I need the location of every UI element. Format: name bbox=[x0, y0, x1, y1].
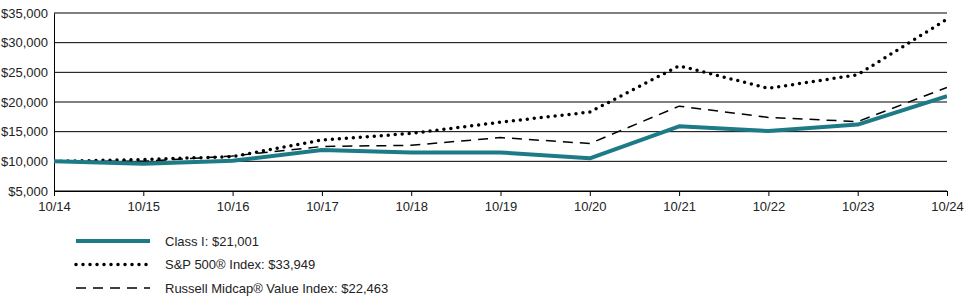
y-axis-line bbox=[54, 14, 55, 192]
x-tick: 10/24 bbox=[931, 191, 964, 214]
x-tick: 10/16 bbox=[217, 191, 250, 214]
y-tick-label: $15,000 bbox=[1, 124, 48, 139]
y-tick: $35,000 bbox=[1, 6, 54, 21]
y-tick: $10,000 bbox=[1, 154, 54, 169]
y-tick: $20,000 bbox=[1, 95, 54, 110]
y-tick: $25,000 bbox=[1, 65, 54, 80]
x-tick-label: 10/15 bbox=[128, 199, 161, 214]
x-tick: 10/18 bbox=[395, 191, 428, 214]
y-tick-label: $20,000 bbox=[1, 95, 48, 110]
x-tick-label: 10/19 bbox=[485, 199, 518, 214]
legend-swatch bbox=[76, 239, 150, 243]
x-tick-mark bbox=[54, 191, 55, 196]
chart: $5,000 $10,000 $15,000 $20,000 $25,000 $30,00… bbox=[0, 0, 975, 304]
x-tick-label: 10/20 bbox=[574, 199, 607, 214]
x-tick-mark bbox=[858, 191, 859, 196]
lines bbox=[54, 19, 947, 163]
x-tick-label: 10/17 bbox=[306, 199, 339, 214]
legend: Class I: $21,001 S&P 500® Index: $33,949 R… bbox=[76, 234, 388, 296]
x-tick: 10/23 bbox=[842, 191, 875, 214]
y-axis: $5,000 $10,000 $15,000 $20,000 $25,000 $30,00… bbox=[1, 6, 55, 199]
y-tick-label: $35,000 bbox=[1, 6, 48, 21]
x-tick-mark bbox=[501, 191, 502, 196]
x-tick-label: 10/22 bbox=[753, 199, 786, 214]
x-tick-mark bbox=[143, 191, 144, 196]
legend-label: S&P 500® Index: $33,949 bbox=[165, 257, 315, 272]
grid-line bbox=[54, 131, 947, 132]
x-tick: 10/15 bbox=[128, 191, 161, 214]
x-tick-label: 10/18 bbox=[395, 199, 428, 214]
series-line bbox=[54, 19, 947, 161]
legend-swatch bbox=[76, 263, 150, 267]
x-tick-mark bbox=[322, 191, 323, 196]
x-axis: 10/14 10/15 10/16 10/17 10/18 10/19 10/20 10/21… bbox=[38, 191, 964, 214]
x-tick-mark bbox=[590, 191, 591, 196]
grid-line bbox=[54, 13, 947, 14]
y-tick-label: $10,000 bbox=[1, 154, 48, 169]
legend-label: Russell Midcap® Value Index: $22,463 bbox=[165, 281, 388, 296]
x-tick-label: 10/21 bbox=[663, 199, 696, 214]
grid-line bbox=[54, 72, 947, 73]
series-line bbox=[54, 96, 947, 164]
grid-line bbox=[54, 102, 947, 103]
y-tick: $30,000 bbox=[1, 35, 54, 50]
x-tick-mark bbox=[411, 191, 412, 196]
y-tick-label: $25,000 bbox=[1, 65, 48, 80]
series-line bbox=[54, 87, 947, 161]
y-tick: $5,000 bbox=[8, 184, 54, 199]
x-tick: 10/20 bbox=[574, 191, 607, 214]
x-tick-mark bbox=[768, 191, 769, 196]
x-tick-label: 10/24 bbox=[931, 199, 964, 214]
x-tick: 10/17 bbox=[306, 191, 339, 214]
grid-line bbox=[54, 42, 947, 43]
x-tick: 10/14 bbox=[38, 191, 71, 214]
legend-label: Class I: $21,001 bbox=[165, 234, 259, 249]
x-tick: 10/22 bbox=[753, 191, 786, 214]
x-tick: 10/21 bbox=[663, 191, 696, 214]
x-tick-label: 10/14 bbox=[38, 199, 71, 214]
x-tick-label: 10/16 bbox=[217, 199, 250, 214]
x-tick-mark bbox=[947, 191, 948, 196]
x-tick-mark bbox=[233, 191, 234, 196]
x-tick-label: 10/23 bbox=[842, 199, 875, 214]
y-tick: $15,000 bbox=[1, 124, 54, 139]
grid bbox=[54, 13, 947, 191]
legend-swatch bbox=[76, 287, 150, 289]
y-tick-label: $5,000 bbox=[8, 184, 48, 199]
x-tick: 10/19 bbox=[485, 191, 518, 214]
x-tick-mark bbox=[679, 191, 680, 196]
y-tick-label: $30,000 bbox=[1, 35, 48, 50]
